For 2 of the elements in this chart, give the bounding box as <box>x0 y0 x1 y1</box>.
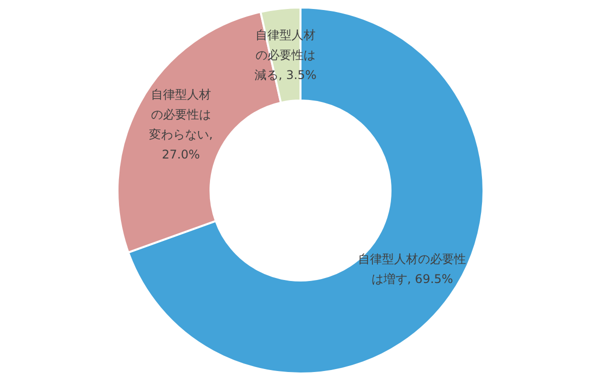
slice-label: 自律型人材の必要性は増す, 69.5% <box>358 252 466 286</box>
slice-label: 自律型人材の必要性は変わらない, 27.0% <box>148 88 213 162</box>
